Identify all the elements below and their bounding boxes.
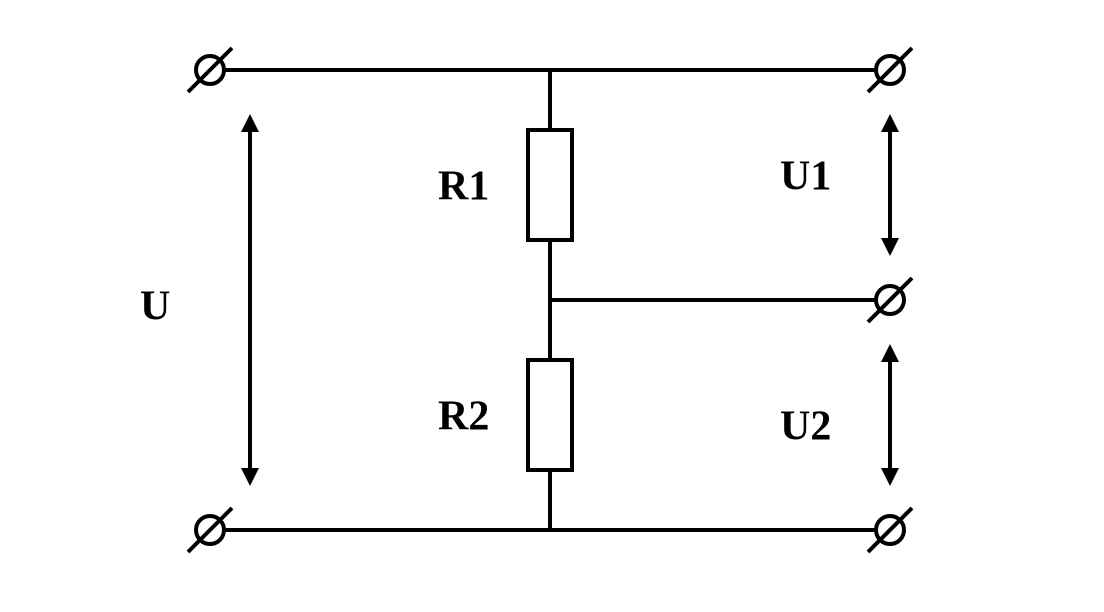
terminal-bot-right: [868, 508, 912, 552]
resistor-r1: [528, 130, 572, 240]
label-u1: U1: [780, 154, 831, 200]
label-r2: R2: [438, 394, 489, 440]
arrow-u1: [881, 114, 899, 256]
terminal-top-left: [188, 48, 232, 92]
terminal-mid-right: [868, 278, 912, 322]
terminal-top-right: [868, 48, 912, 92]
label-r1: R1: [438, 164, 489, 210]
arrow-u2: [881, 344, 899, 486]
label-u2: U2: [780, 404, 831, 450]
terminal-bot-left: [188, 508, 232, 552]
resistor-r2: [528, 360, 572, 470]
label-u: U: [140, 284, 170, 330]
circuit-diagram: U R1 R2 U1 U2: [0, 0, 1104, 612]
arrow-u: [241, 114, 259, 486]
